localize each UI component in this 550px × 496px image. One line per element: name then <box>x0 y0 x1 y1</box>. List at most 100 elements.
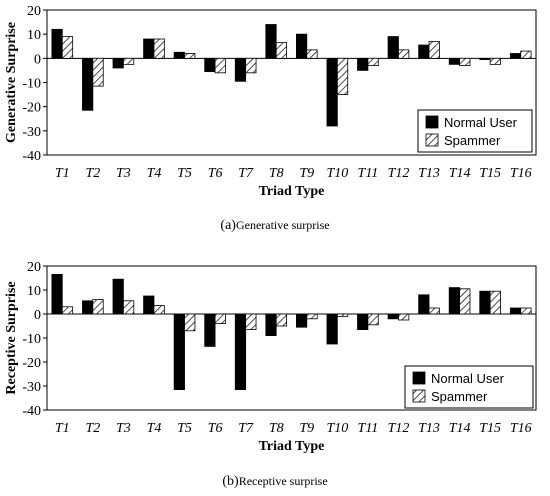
legend-label-spammer: Spammer <box>431 389 488 404</box>
legend: Normal User Spammer <box>417 109 533 153</box>
bar-normal-user-t9 <box>295 313 308 328</box>
bar-spammer-t4 <box>153 305 165 315</box>
legend-swatch-spammer <box>425 133 439 147</box>
y-tick-label: 10 <box>27 284 41 299</box>
x-tick-label: T12 <box>388 421 410 436</box>
bar-spammer-t16 <box>520 50 532 59</box>
bar-normal-user-t14 <box>448 57 460 65</box>
bar-spammer-t11 <box>367 313 379 326</box>
bar-spammer-t10 <box>336 57 349 95</box>
bar-spammer-t2 <box>92 299 104 315</box>
y-axis-label: Receptive Surprise <box>4 281 19 394</box>
x-tick-label: T11 <box>358 421 379 436</box>
x-tick-label: T6 <box>208 421 223 436</box>
bar-spammer-t7 <box>245 57 257 74</box>
bar-spammer-t8 <box>275 313 288 327</box>
x-tick-label: T8 <box>269 166 284 181</box>
x-tick-label: T12 <box>388 166 410 181</box>
x-tick-label: T16 <box>510 421 532 436</box>
x-tick-label: T4 <box>147 421 162 436</box>
bar-spammer-t12 <box>398 313 410 321</box>
y-tick-label: -30 <box>22 125 41 140</box>
bar-spammer-t6 <box>214 57 226 74</box>
bar-normal-user-t11 <box>357 57 369 71</box>
bar-spammer-t3 <box>123 57 135 65</box>
bar-spammer-t5 <box>184 53 196 59</box>
bar-normal-user-t2 <box>82 57 94 111</box>
x-tick-label: T6 <box>208 166 223 181</box>
legend-swatch-spammer <box>412 389 426 403</box>
bar-normal-user-t10 <box>326 313 338 345</box>
x-tick-label: T11 <box>358 166 379 181</box>
bar-spammer-t15 <box>489 57 501 65</box>
x-tick-label: T4 <box>147 166 162 181</box>
bar-normal-user-t7 <box>234 57 247 82</box>
x-tick-label: T5 <box>177 166 192 181</box>
bar-spammer-t6 <box>214 313 226 325</box>
legend-swatch-normal-user <box>412 371 426 385</box>
bar-spammer-t3 <box>123 300 135 315</box>
bar-spammer-t16 <box>520 307 532 315</box>
bar-spammer-t8 <box>275 42 288 59</box>
bar-normal-user-t1 <box>51 273 63 315</box>
bar-spammer-t12 <box>398 49 410 59</box>
x-tick-label: T2 <box>85 421 100 436</box>
y-axis-label: Generative Surprise <box>4 22 19 143</box>
y-tick-label: 0 <box>34 308 41 323</box>
x-tick-label: T13 <box>418 421 440 436</box>
x-tick-label: T3 <box>116 166 131 181</box>
bar-normal-user-t3 <box>112 278 124 315</box>
legend-label-spammer: Spammer <box>444 133 501 148</box>
caption-b-paren-open: ( <box>222 474 228 489</box>
bar-normal-user-t12 <box>387 36 399 59</box>
caption-a-text: Generative surprise <box>235 218 330 232</box>
bar-normal-user-t15 <box>479 57 491 60</box>
bar-normal-user-t15 <box>479 290 491 315</box>
bar-normal-user-t13 <box>418 44 430 59</box>
y-tick-label: 20 <box>27 260 41 275</box>
bar-normal-user-t1 <box>51 28 63 59</box>
bar-spammer-t1 <box>61 36 74 59</box>
x-tick-label: T10 <box>326 166 348 181</box>
bar-normal-user-t4 <box>143 38 155 59</box>
bar-spammer-t9 <box>306 313 318 320</box>
bar-normal-user-t7 <box>234 313 247 390</box>
x-tick-label: T14 <box>449 421 471 436</box>
x-tick-label: T9 <box>299 166 314 181</box>
caption-b-text: Receptive surprise <box>238 474 328 488</box>
caption-b: (b)Receptive surprise <box>0 474 550 490</box>
legend: Normal User Spammer <box>404 365 534 409</box>
bar-normal-user-t16 <box>509 307 522 315</box>
y-tick-label: -20 <box>22 101 41 116</box>
legend-label-normal-user: Normal User <box>431 371 505 386</box>
x-tick-label: T3 <box>116 421 131 436</box>
y-tick-label: -10 <box>22 77 41 92</box>
bar-spammer-t10 <box>336 313 349 317</box>
x-tick-label: T15 <box>479 421 501 436</box>
bar-spammer-t2 <box>92 57 104 87</box>
bar-normal-user-t13 <box>418 294 430 315</box>
bar-normal-user-t11 <box>357 313 369 331</box>
y-tick-label: -40 <box>22 404 41 419</box>
x-axis-label: Triad Type <box>259 439 325 454</box>
bar-spammer-t15 <box>489 290 501 315</box>
chart-b: 20 10 0 -10 -20 -30 -40 T1 T2 T3 T4 T5 T6 T7 T8 T9 T10 T1… <box>4 260 537 454</box>
x-tick-label: T9 <box>299 421 314 436</box>
bar-normal-user-t8 <box>265 24 277 59</box>
legend-swatch-normal-user <box>425 115 439 129</box>
bar-normal-user-t2 <box>82 300 94 315</box>
x-tick-label: T14 <box>449 166 471 181</box>
bar-spammer-t4 <box>153 38 165 59</box>
bar-normal-user-t5 <box>173 51 185 59</box>
bar-normal-user-t14 <box>448 287 460 315</box>
y-tick-label: 10 <box>27 28 41 43</box>
bar-spammer-t13 <box>428 307 440 315</box>
caption-a-paren-open: ( <box>220 218 226 233</box>
legend-label-normal-user: Normal User <box>444 115 518 130</box>
y-tick-label: -40 <box>22 149 41 164</box>
legend-box <box>404 365 534 409</box>
bar-spammer-t13 <box>428 41 440 59</box>
x-tick-label: T7 <box>238 421 254 436</box>
bar-spammer-t14 <box>459 57 471 66</box>
